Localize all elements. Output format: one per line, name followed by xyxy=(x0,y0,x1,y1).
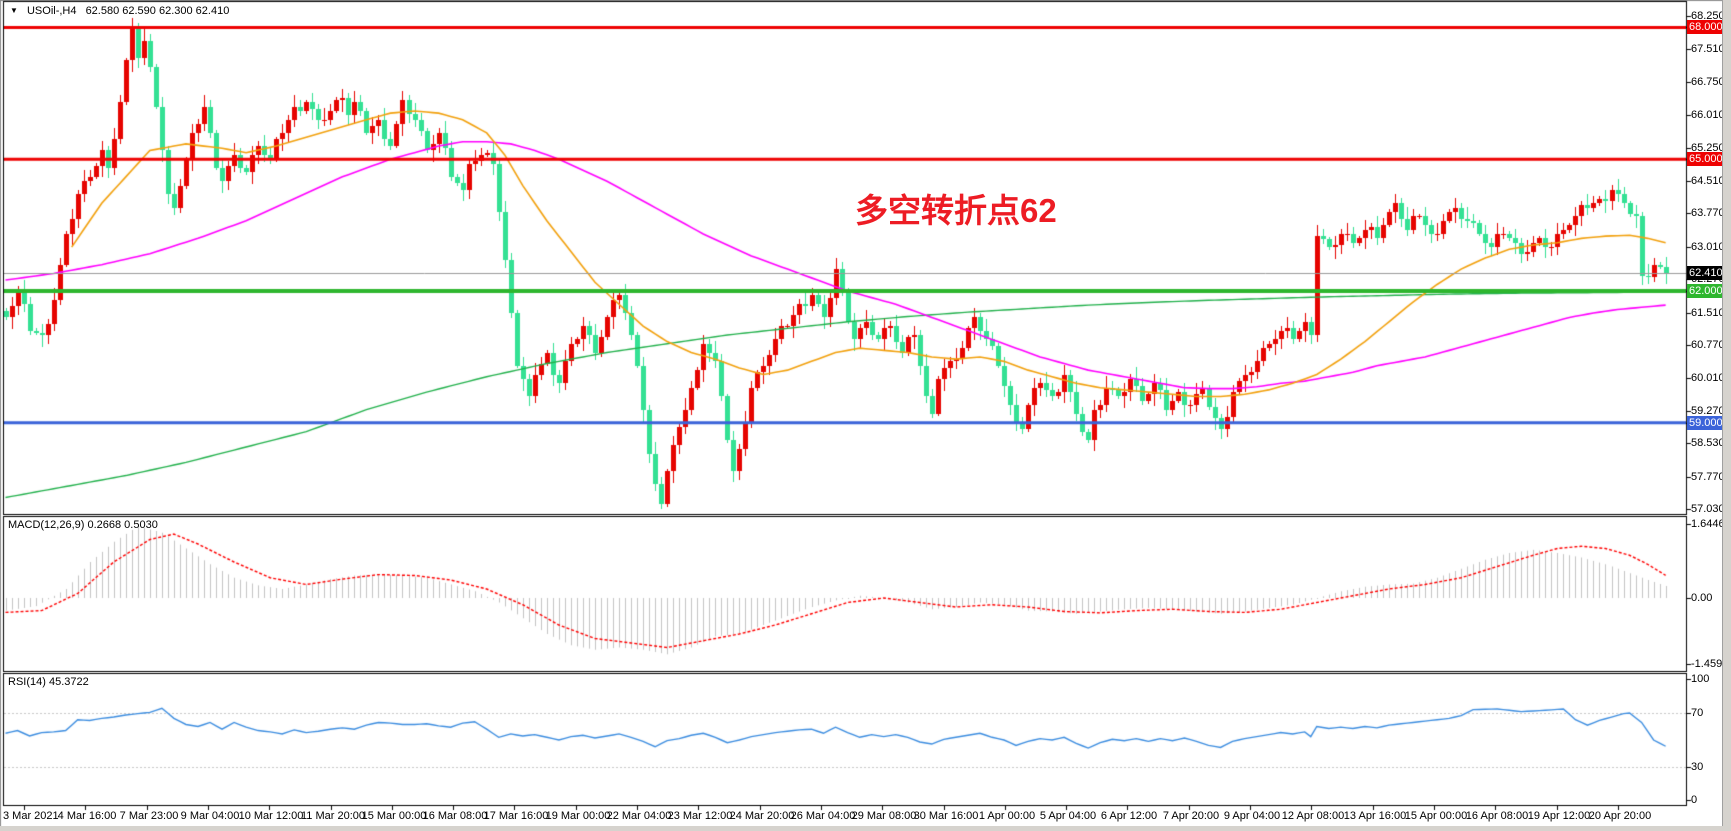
chart-title: ▼ USOil-,H4 62.580 62.590 62.300 62.410 xyxy=(10,5,229,17)
rsi-current-value: 45.3722 xyxy=(48,676,89,688)
time-axis-label: 13 Apr 16:00 xyxy=(1343,810,1407,822)
time-axis-label: 20 Apr 20:00 xyxy=(1588,810,1652,822)
time-axis-label: 26 Mar 04:00 xyxy=(790,810,856,822)
time-axis-label: 30 Mar 16:00 xyxy=(913,810,979,822)
rsi-tick-label: 100 xyxy=(1691,673,1710,685)
window-right-edge xyxy=(1722,0,1731,831)
rsi-tick-label: 0 xyxy=(1691,794,1698,806)
time-axis-label: 7 Mar 23:00 xyxy=(119,810,179,822)
price-tick-label: 57.770 xyxy=(1691,471,1725,483)
price-level-badge: 65.000 xyxy=(1687,152,1726,166)
price-tick-label: 64.510 xyxy=(1691,175,1725,187)
price-tick-label: 68.250 xyxy=(1691,10,1725,22)
time-axis-label: 15 Apr 00:00 xyxy=(1404,810,1468,822)
price-tick-label: 65.250 xyxy=(1691,142,1725,154)
time-axis-label: 15 Mar 00:00 xyxy=(361,810,427,822)
time-axis-label: 19 Mar 00:00 xyxy=(545,810,611,822)
price-tick-label: 58.530 xyxy=(1691,437,1725,449)
price-tick-label: 59.270 xyxy=(1691,405,1725,417)
price-tick-label: 66.010 xyxy=(1691,109,1725,121)
price-level-badge: 68.000 xyxy=(1687,20,1726,34)
price-tick-label: 66.750 xyxy=(1691,76,1725,88)
macd-tick-label: 0.00 xyxy=(1691,592,1713,604)
rsi-tick-label: 30 xyxy=(1691,761,1704,773)
macd-name: MACD(12,26,9) xyxy=(8,519,85,531)
time-axis-label: 11 Mar 20:00 xyxy=(300,810,366,822)
price-level-badge: 62.000 xyxy=(1687,284,1726,298)
time-axis-label: 19 Apr 12:00 xyxy=(1527,810,1591,822)
time-axis-label: 16 Apr 08:00 xyxy=(1465,810,1529,822)
time-axis-label: 1 Apr 00:00 xyxy=(978,810,1036,822)
symbol-period-label: USOil-,H4 xyxy=(26,5,77,17)
symbol-dropdown-icon[interactable]: ▼ xyxy=(10,6,18,15)
time-axis-label: 7 Apr 20:00 xyxy=(1162,810,1220,822)
current-price-badge: 62.410 xyxy=(1687,266,1726,280)
price-tick-label: 60.770 xyxy=(1691,339,1725,351)
time-axis-label: 29 Mar 08:00 xyxy=(851,810,917,822)
time-axis-label: 16 Mar 08:00 xyxy=(422,810,488,822)
rsi-indicator-label: RSI(14) 45.3722 xyxy=(8,676,89,688)
price-level-badge: 59.000 xyxy=(1687,416,1726,430)
rsi-tick-label: 70 xyxy=(1691,707,1704,719)
macd-tick-label: 1.6446 xyxy=(1691,518,1725,530)
time-axis-label: 9 Mar 04:00 xyxy=(180,810,240,822)
price-tick-label: 61.510 xyxy=(1691,307,1725,319)
time-axis-label: 12 Apr 08:00 xyxy=(1281,810,1345,822)
time-axis-label: 3 Mar 2021 xyxy=(3,810,59,822)
macd-indicator-label: MACD(12,26,9) 0.2668 0.5030 xyxy=(8,519,158,531)
time-axis-label: 5 Apr 04:00 xyxy=(1039,810,1097,822)
time-axis-label: 23 Mar 12:00 xyxy=(667,810,733,822)
time-axis-label: 17 Mar 16:00 xyxy=(483,810,549,822)
price-tick-label: 63.010 xyxy=(1691,241,1725,253)
time-axis-label: 24 Mar 20:00 xyxy=(729,810,795,822)
time-axis-label: 10 Mar 12:00 xyxy=(238,810,304,822)
ohlc-values: 62.580 62.590 62.300 62.410 xyxy=(85,5,230,17)
time-axis-label: 6 Apr 12:00 xyxy=(1100,810,1158,822)
time-axis-label: 22 Mar 04:00 xyxy=(606,810,672,822)
time-axis-label: 9 Apr 04:00 xyxy=(1223,810,1281,822)
price-tick-label: 63.770 xyxy=(1691,207,1725,219)
macd-tick-label: -1.4594 xyxy=(1691,658,1729,670)
price-tick-label: 67.510 xyxy=(1691,43,1725,55)
price-tick-label: 57.030 xyxy=(1691,503,1725,515)
window-bottom-edge xyxy=(0,826,1731,831)
rsi-name: RSI(14) xyxy=(8,676,46,688)
macd-current-values: 0.2668 0.5030 xyxy=(87,519,158,531)
time-axis-label: 4 Mar 16:00 xyxy=(57,810,117,822)
price-tick-label: 60.010 xyxy=(1691,372,1725,384)
annotation-text: 多空转折点62 xyxy=(855,192,1057,229)
